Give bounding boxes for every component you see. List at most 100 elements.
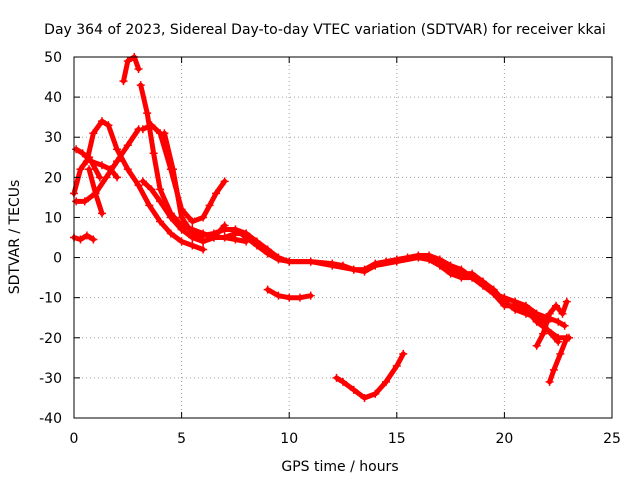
data-point bbox=[306, 257, 315, 266]
data-point bbox=[349, 385, 358, 394]
data-point bbox=[556, 349, 565, 358]
data-point bbox=[220, 177, 229, 186]
data-point bbox=[446, 269, 455, 278]
y-tick-label: -20 bbox=[39, 331, 62, 347]
data-point bbox=[500, 301, 509, 310]
y-tick-label: 10 bbox=[44, 210, 62, 226]
data-point bbox=[80, 197, 89, 206]
data-point bbox=[549, 365, 558, 374]
x-axis-label: GPS time / hours bbox=[281, 459, 398, 475]
data-point bbox=[104, 121, 113, 130]
data-point bbox=[263, 249, 272, 258]
data-point bbox=[106, 165, 115, 174]
data-point bbox=[136, 81, 145, 90]
x-tick-label: 10 bbox=[280, 431, 298, 447]
data-point bbox=[85, 165, 94, 174]
series-track-12 bbox=[189, 227, 568, 329]
data-point bbox=[543, 325, 552, 334]
data-point bbox=[371, 389, 380, 398]
grid bbox=[74, 57, 612, 418]
data-point bbox=[72, 145, 81, 154]
data-point bbox=[349, 265, 358, 274]
data-point bbox=[212, 189, 221, 198]
data-point bbox=[521, 305, 530, 314]
data-point bbox=[149, 149, 158, 158]
x-tick-label: 20 bbox=[495, 431, 513, 447]
data-point bbox=[562, 297, 571, 306]
data-point bbox=[489, 289, 498, 298]
y-tick-label: -30 bbox=[39, 371, 62, 387]
data-point bbox=[263, 285, 272, 294]
data-point bbox=[156, 185, 165, 194]
plot-frame bbox=[73, 56, 613, 419]
data-point bbox=[177, 225, 186, 234]
data-point bbox=[134, 181, 143, 190]
series-layer bbox=[70, 53, 573, 402]
series-track-19 bbox=[334, 351, 406, 401]
data-point bbox=[78, 149, 87, 158]
data-point bbox=[285, 293, 294, 302]
data-point bbox=[97, 161, 106, 170]
y-tick-label: 0 bbox=[53, 251, 62, 267]
y-tick-label: -40 bbox=[39, 411, 62, 427]
data-point bbox=[113, 157, 122, 166]
data-point bbox=[123, 141, 132, 150]
data-point bbox=[545, 377, 554, 386]
data-point bbox=[188, 217, 197, 226]
data-point bbox=[274, 291, 283, 300]
data-point bbox=[274, 255, 283, 264]
data-point bbox=[554, 337, 563, 346]
data-point bbox=[457, 273, 466, 282]
y-tick-label: 40 bbox=[44, 90, 62, 106]
data-point bbox=[532, 317, 541, 326]
tick-layer: 0 5 10 15 20 25 -40 -30 -20 -10 0 10 20 30 40 50 bbox=[39, 50, 621, 447]
y-axis-label: SDTVAR / TECUs bbox=[7, 180, 23, 295]
data-point bbox=[392, 361, 401, 370]
data-point bbox=[332, 373, 341, 382]
y-tick-label: 50 bbox=[44, 50, 62, 66]
data-point bbox=[143, 109, 152, 118]
x-tick-label: 0 bbox=[70, 431, 79, 447]
data-point bbox=[177, 213, 186, 222]
data-point bbox=[562, 333, 571, 342]
data-point bbox=[199, 237, 208, 246]
data-point bbox=[123, 165, 132, 174]
data-point bbox=[113, 173, 122, 182]
data-point bbox=[123, 57, 132, 66]
data-point bbox=[72, 197, 81, 206]
data-point bbox=[511, 301, 520, 310]
data-point bbox=[199, 245, 208, 254]
data-point bbox=[339, 377, 347, 386]
data-point bbox=[425, 255, 434, 264]
data-point bbox=[82, 231, 91, 240]
data-point bbox=[76, 165, 85, 174]
data-point bbox=[188, 241, 197, 250]
data-point bbox=[306, 291, 315, 300]
data-point bbox=[360, 267, 369, 276]
data-point bbox=[89, 129, 98, 138]
data-point bbox=[554, 317, 563, 326]
data-point bbox=[177, 237, 186, 246]
y-tick-label: 20 bbox=[44, 170, 62, 186]
series-track-16 bbox=[547, 335, 570, 385]
data-point bbox=[89, 235, 98, 244]
data-point bbox=[188, 233, 197, 242]
data-point bbox=[166, 229, 175, 238]
data-point bbox=[560, 321, 569, 330]
data-point bbox=[285, 257, 294, 266]
data-point bbox=[97, 209, 106, 218]
x-tick-label: 15 bbox=[388, 431, 406, 447]
data-point bbox=[468, 273, 477, 282]
data-point bbox=[145, 201, 154, 210]
data-point bbox=[552, 301, 561, 310]
data-point bbox=[166, 213, 175, 222]
data-point bbox=[119, 77, 128, 86]
data-point bbox=[160, 129, 169, 138]
data-point bbox=[360, 393, 369, 402]
data-point bbox=[102, 173, 111, 182]
data-point bbox=[138, 125, 147, 134]
data-point bbox=[399, 349, 408, 358]
data-point bbox=[205, 201, 214, 210]
data-point bbox=[478, 277, 487, 286]
